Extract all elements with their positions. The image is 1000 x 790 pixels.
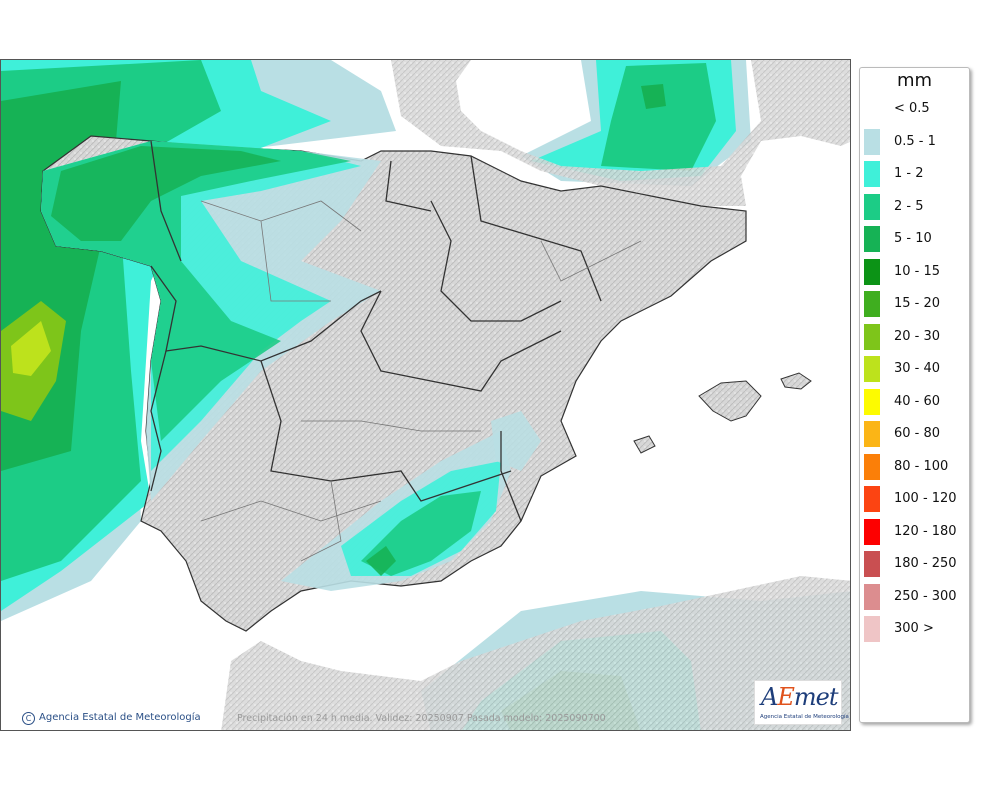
legend-swatch bbox=[864, 356, 880, 382]
legend-item: 300 > bbox=[864, 616, 969, 642]
legend-swatch bbox=[864, 161, 880, 187]
precip-east-light bbox=[491, 411, 541, 471]
legend-item: 250 - 300 bbox=[864, 583, 969, 610]
balearic-ibiza bbox=[633, 435, 656, 454]
legend-label: 5 - 10 bbox=[894, 231, 932, 246]
legend-item: 80 - 100 bbox=[864, 453, 969, 480]
precipitation-map[interactable] bbox=[0, 59, 851, 731]
legend-item: 30 - 40 bbox=[864, 356, 969, 382]
precip-north-5-10 bbox=[641, 84, 666, 109]
logo-subtitle: Agencia Estatal de Meteorología bbox=[760, 714, 849, 720]
legend-swatch bbox=[864, 323, 880, 350]
legend-swatch bbox=[864, 388, 880, 415]
legend-label: 100 - 120 bbox=[894, 491, 957, 506]
legend-item: 1 - 2 bbox=[864, 161, 969, 187]
legend-swatch bbox=[864, 421, 880, 447]
legend-swatch bbox=[864, 258, 880, 285]
legend-item: 120 - 180 bbox=[864, 518, 969, 545]
legend-swatch bbox=[864, 583, 880, 610]
legend-label: 250 - 300 bbox=[894, 588, 957, 604]
legend-item: 10 - 15 bbox=[864, 258, 969, 285]
balearic-mallorca bbox=[698, 380, 762, 422]
region-borders bbox=[150, 140, 602, 522]
legend-label: 60 - 80 bbox=[894, 426, 941, 441]
precip-southeast-5-10 bbox=[366, 546, 396, 576]
legend-label: 1 - 2 bbox=[894, 166, 924, 181]
legend-swatch bbox=[864, 226, 880, 252]
legend-label: 40 - 60 bbox=[894, 393, 941, 409]
logo-wordmark: AEmet bbox=[761, 683, 838, 711]
legend-swatch bbox=[864, 291, 880, 317]
legend-label: 180 - 250 bbox=[894, 556, 957, 571]
legend-label: 0.5 - 1 bbox=[894, 133, 936, 149]
precip-land-5-10 bbox=[51, 146, 281, 241]
copyright-icon: C bbox=[22, 712, 35, 725]
legend-swatch bbox=[864, 551, 880, 577]
legend-item: 180 - 250 bbox=[864, 551, 969, 577]
legend-item: 20 - 30 bbox=[864, 323, 969, 350]
legend-panel: mm < 0.5 0.5 - 1 1 - 2 2 - 5 5 - 10 10 - 15 15… bbox=[859, 67, 970, 723]
legend-label: 80 - 100 bbox=[894, 458, 949, 474]
legend-swatch bbox=[864, 128, 880, 155]
legend-label: 20 - 30 bbox=[894, 328, 941, 344]
legend-title: mm bbox=[896, 70, 933, 91]
legend-label: 10 - 15 bbox=[894, 263, 941, 279]
balearic-menorca bbox=[780, 372, 812, 390]
legend-item: 15 - 20 bbox=[864, 291, 969, 317]
legend-item: 60 - 80 bbox=[864, 421, 969, 447]
legend-swatch bbox=[864, 486, 880, 512]
france-land bbox=[331, 60, 850, 206]
map-caption: Precipitación en 24 h media. Validez: 20… bbox=[237, 713, 606, 724]
precip-atlantic-30-40 bbox=[11, 321, 51, 376]
legend-label: 15 - 20 bbox=[894, 296, 941, 311]
legend-label: 30 - 40 bbox=[894, 361, 941, 376]
legend-item: 40 - 60 bbox=[864, 388, 969, 415]
legend-swatch bbox=[864, 518, 880, 545]
province-borders bbox=[200, 200, 642, 562]
legend-item: 5 - 10 bbox=[864, 226, 969, 252]
credit-text[interactable]: C Agencia Estatal de Meteorología bbox=[22, 712, 201, 725]
legend-label: 120 - 180 bbox=[894, 523, 957, 539]
aemet-logo[interactable]: AEmet Agencia Estatal de Meteorología bbox=[754, 680, 849, 725]
legend-label: 300 > bbox=[894, 621, 934, 636]
legend-item: 0.5 - 1 bbox=[864, 128, 969, 155]
legend-swatch bbox=[864, 193, 880, 220]
credit-label: Agencia Estatal de Meteorología bbox=[39, 712, 201, 723]
africa-land bbox=[221, 576, 850, 730]
legend-label: < 0.5 bbox=[894, 101, 930, 116]
legend-swatch bbox=[864, 96, 880, 122]
precip-north-2-5 bbox=[601, 63, 716, 171]
legend-swatch bbox=[864, 453, 880, 480]
legend-swatch bbox=[864, 616, 880, 642]
legend-item: 100 - 120 bbox=[864, 486, 969, 512]
legend-item: 2 - 5 bbox=[864, 193, 969, 220]
legend-item: < 0.5 bbox=[864, 96, 969, 122]
legend-label: 2 - 5 bbox=[894, 198, 924, 214]
